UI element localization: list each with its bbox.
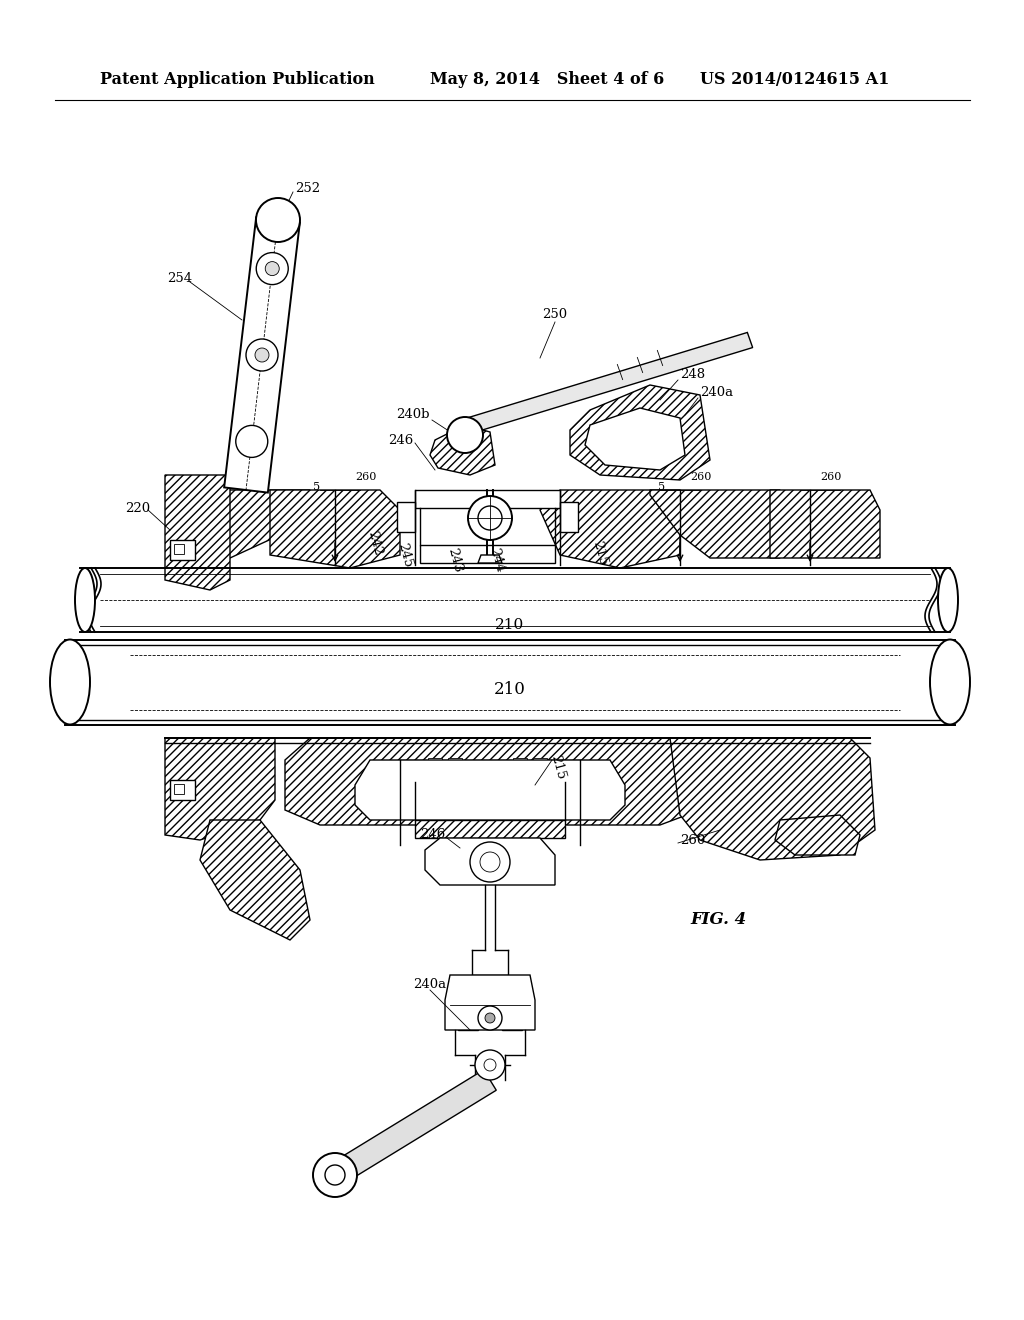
- Bar: [502, 1005, 522, 1030]
- Polygon shape: [425, 838, 555, 884]
- Circle shape: [255, 348, 269, 362]
- Bar: [458, 1005, 478, 1030]
- Text: 240a: 240a: [700, 387, 733, 400]
- Text: 210: 210: [494, 681, 526, 698]
- Polygon shape: [445, 975, 535, 1030]
- Text: 248: 248: [680, 368, 706, 381]
- Circle shape: [325, 1166, 345, 1185]
- Polygon shape: [355, 760, 625, 820]
- Text: 5: 5: [657, 482, 665, 492]
- Bar: [170, 540, 195, 560]
- Text: 240b: 240b: [396, 408, 430, 421]
- Text: US 2014/0124615 A1: US 2014/0124615 A1: [700, 71, 890, 88]
- Text: 240a: 240a: [413, 978, 446, 991]
- Polygon shape: [224, 218, 300, 492]
- Polygon shape: [430, 425, 495, 475]
- Circle shape: [256, 198, 300, 242]
- Bar: [397, 502, 415, 532]
- Polygon shape: [200, 820, 310, 940]
- Text: 210: 210: [496, 618, 524, 632]
- Text: May 8, 2014   Sheet 4 of 6: May 8, 2014 Sheet 4 of 6: [430, 71, 665, 88]
- Text: 245: 245: [395, 541, 415, 569]
- Bar: [560, 502, 578, 532]
- Text: 246: 246: [420, 829, 445, 842]
- Polygon shape: [165, 475, 230, 590]
- Text: 250: 250: [543, 309, 567, 322]
- Ellipse shape: [75, 568, 95, 632]
- Polygon shape: [329, 1069, 497, 1185]
- Bar: [170, 780, 195, 800]
- Bar: [415, 490, 560, 508]
- Ellipse shape: [930, 639, 970, 725]
- Circle shape: [485, 1012, 495, 1023]
- Bar: [428, 758, 442, 766]
- Circle shape: [480, 851, 500, 873]
- Ellipse shape: [50, 639, 90, 725]
- Text: 220: 220: [125, 502, 151, 515]
- Text: 5: 5: [313, 482, 319, 492]
- Circle shape: [265, 261, 280, 276]
- Polygon shape: [570, 385, 710, 480]
- Polygon shape: [190, 490, 310, 558]
- Text: 243: 243: [445, 546, 465, 574]
- Bar: [449, 758, 462, 766]
- Circle shape: [236, 425, 267, 458]
- Bar: [534, 758, 547, 766]
- Polygon shape: [478, 554, 502, 564]
- Text: 252: 252: [295, 181, 321, 194]
- Circle shape: [246, 339, 278, 371]
- Circle shape: [475, 1049, 505, 1080]
- Circle shape: [484, 1059, 496, 1071]
- Bar: [420, 545, 555, 564]
- Polygon shape: [650, 490, 780, 558]
- Text: Patent Application Publication: Patent Application Publication: [100, 71, 375, 88]
- Polygon shape: [165, 738, 275, 840]
- Polygon shape: [540, 490, 680, 568]
- Text: 244: 244: [487, 546, 507, 574]
- Circle shape: [468, 496, 512, 540]
- Polygon shape: [585, 408, 685, 470]
- Polygon shape: [670, 738, 874, 861]
- Polygon shape: [770, 490, 880, 558]
- Text: 260: 260: [680, 833, 706, 846]
- Ellipse shape: [938, 568, 958, 632]
- Circle shape: [470, 842, 510, 882]
- Text: 260: 260: [355, 473, 377, 482]
- Circle shape: [447, 417, 483, 453]
- Circle shape: [478, 506, 502, 531]
- Bar: [174, 784, 184, 795]
- Polygon shape: [453, 333, 753, 437]
- Text: 246: 246: [388, 433, 413, 446]
- Bar: [415, 820, 565, 838]
- Bar: [513, 758, 527, 766]
- Text: 260: 260: [820, 473, 842, 482]
- Text: 242: 242: [366, 529, 385, 557]
- Text: 215: 215: [549, 754, 567, 781]
- Polygon shape: [775, 814, 860, 855]
- Text: 254: 254: [167, 272, 193, 285]
- Text: FIG. 4: FIG. 4: [690, 912, 746, 928]
- Polygon shape: [285, 738, 700, 825]
- Bar: [400, 760, 580, 781]
- Circle shape: [313, 1152, 357, 1197]
- Text: 260: 260: [690, 473, 712, 482]
- Text: 215: 215: [591, 539, 609, 566]
- Circle shape: [256, 252, 288, 285]
- Polygon shape: [270, 490, 400, 568]
- Circle shape: [478, 1006, 502, 1030]
- Bar: [174, 544, 184, 554]
